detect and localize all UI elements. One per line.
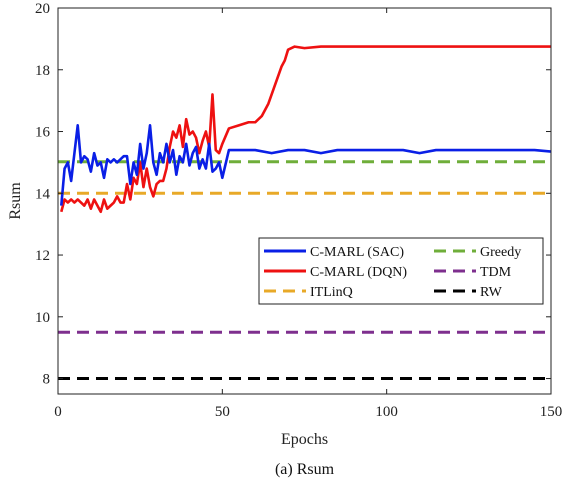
series-line-c-marl-dqn [60, 45, 551, 214]
y-tick-label: 14 [35, 186, 51, 202]
y-tick-label: 12 [35, 248, 50, 264]
y-axis-label: Rsum [7, 182, 24, 220]
series-layer [58, 45, 552, 381]
y-tick-label: 8 [43, 372, 51, 388]
x-tick-label: 50 [215, 404, 230, 420]
tick-layer: 0 50 100 150 8 10 12 14 16 18 20 [35, 1, 562, 420]
legend-label-tdm: TDM [480, 265, 512, 280]
y-tick-label: 16 [35, 125, 51, 141]
legend: C-MARL (SAC) C-MARL (DQN) ITLinQ Greedy TDM R… [258, 237, 544, 305]
legend-label-rw: RW [480, 285, 503, 300]
legend-label-greedy: Greedy [480, 245, 521, 260]
figure-caption: (a) Rsum [275, 461, 335, 478]
legend-box [258, 237, 544, 305]
y-tick-label: 10 [35, 310, 50, 326]
legend-label-c-marl-dqn: C-MARL (DQN) [310, 265, 407, 280]
x-tick-label: 100 [375, 404, 398, 420]
x-tick-label: 150 [540, 404, 563, 420]
y-tick-label: 20 [35, 1, 50, 17]
x-axis-label: Epochs [281, 431, 328, 448]
plot-frame [57, 7, 552, 395]
y-tick-label: 18 [35, 63, 50, 79]
legend-label-itlinq: ITLinQ [310, 285, 353, 300]
x-tick-label: 0 [54, 404, 62, 420]
legend-label-c-marl-sac: C-MARL (SAC) [310, 245, 404, 260]
plot-background [58, 8, 551, 394]
series-line-c-marl-sac [59, 124, 552, 206]
